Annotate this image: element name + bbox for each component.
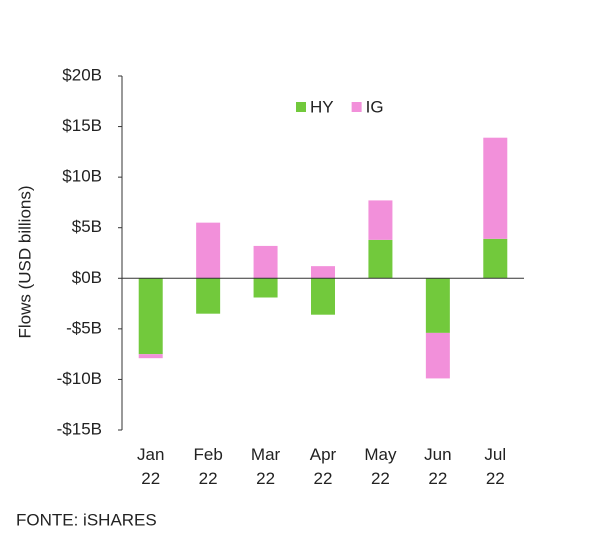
- y-tick-label: $5B: [72, 217, 102, 236]
- bar: [483, 137, 508, 239]
- bar: [138, 278, 163, 355]
- y-tick-label: -$5B: [66, 318, 102, 337]
- y-tick-label: -$15B: [57, 419, 102, 438]
- bar: [138, 354, 163, 359]
- bar: [253, 278, 278, 298]
- x-tick-label: Jan 22: [137, 445, 164, 488]
- y-tick-label: $10B: [62, 167, 102, 186]
- y-tick-label: $15B: [62, 116, 102, 135]
- x-tick-label: Jul 22: [484, 445, 506, 488]
- x-tick-label: Jun 22: [424, 445, 451, 488]
- bar: [311, 266, 335, 279]
- source-note: FONTE: iSHARES: [16, 510, 157, 529]
- x-tick-label: May 22: [364, 445, 397, 488]
- bar: [368, 200, 393, 240]
- x-tick-label: Mar 22: [251, 445, 281, 488]
- bar: [253, 245, 278, 279]
- bar: [368, 239, 393, 279]
- bar: [483, 238, 508, 279]
- bar: [311, 278, 335, 315]
- y-tick-label: $20B: [62, 65, 102, 84]
- y-tick-label: -$10B: [57, 369, 102, 388]
- legend-label: IG: [366, 97, 384, 116]
- bar: [425, 332, 450, 379]
- legend-swatch: [296, 102, 306, 112]
- bar: [196, 278, 221, 314]
- y-tick-label: $0B: [72, 268, 102, 287]
- x-tick-label: Apr 22: [310, 445, 337, 488]
- y-axis-label: Flows (USD billions): [15, 185, 34, 338]
- bar: [196, 222, 221, 279]
- legend-swatch: [351, 102, 362, 112]
- bar: [425, 278, 450, 333]
- x-tick-label: Feb 22: [193, 445, 222, 488]
- legend-label: HY: [310, 97, 334, 116]
